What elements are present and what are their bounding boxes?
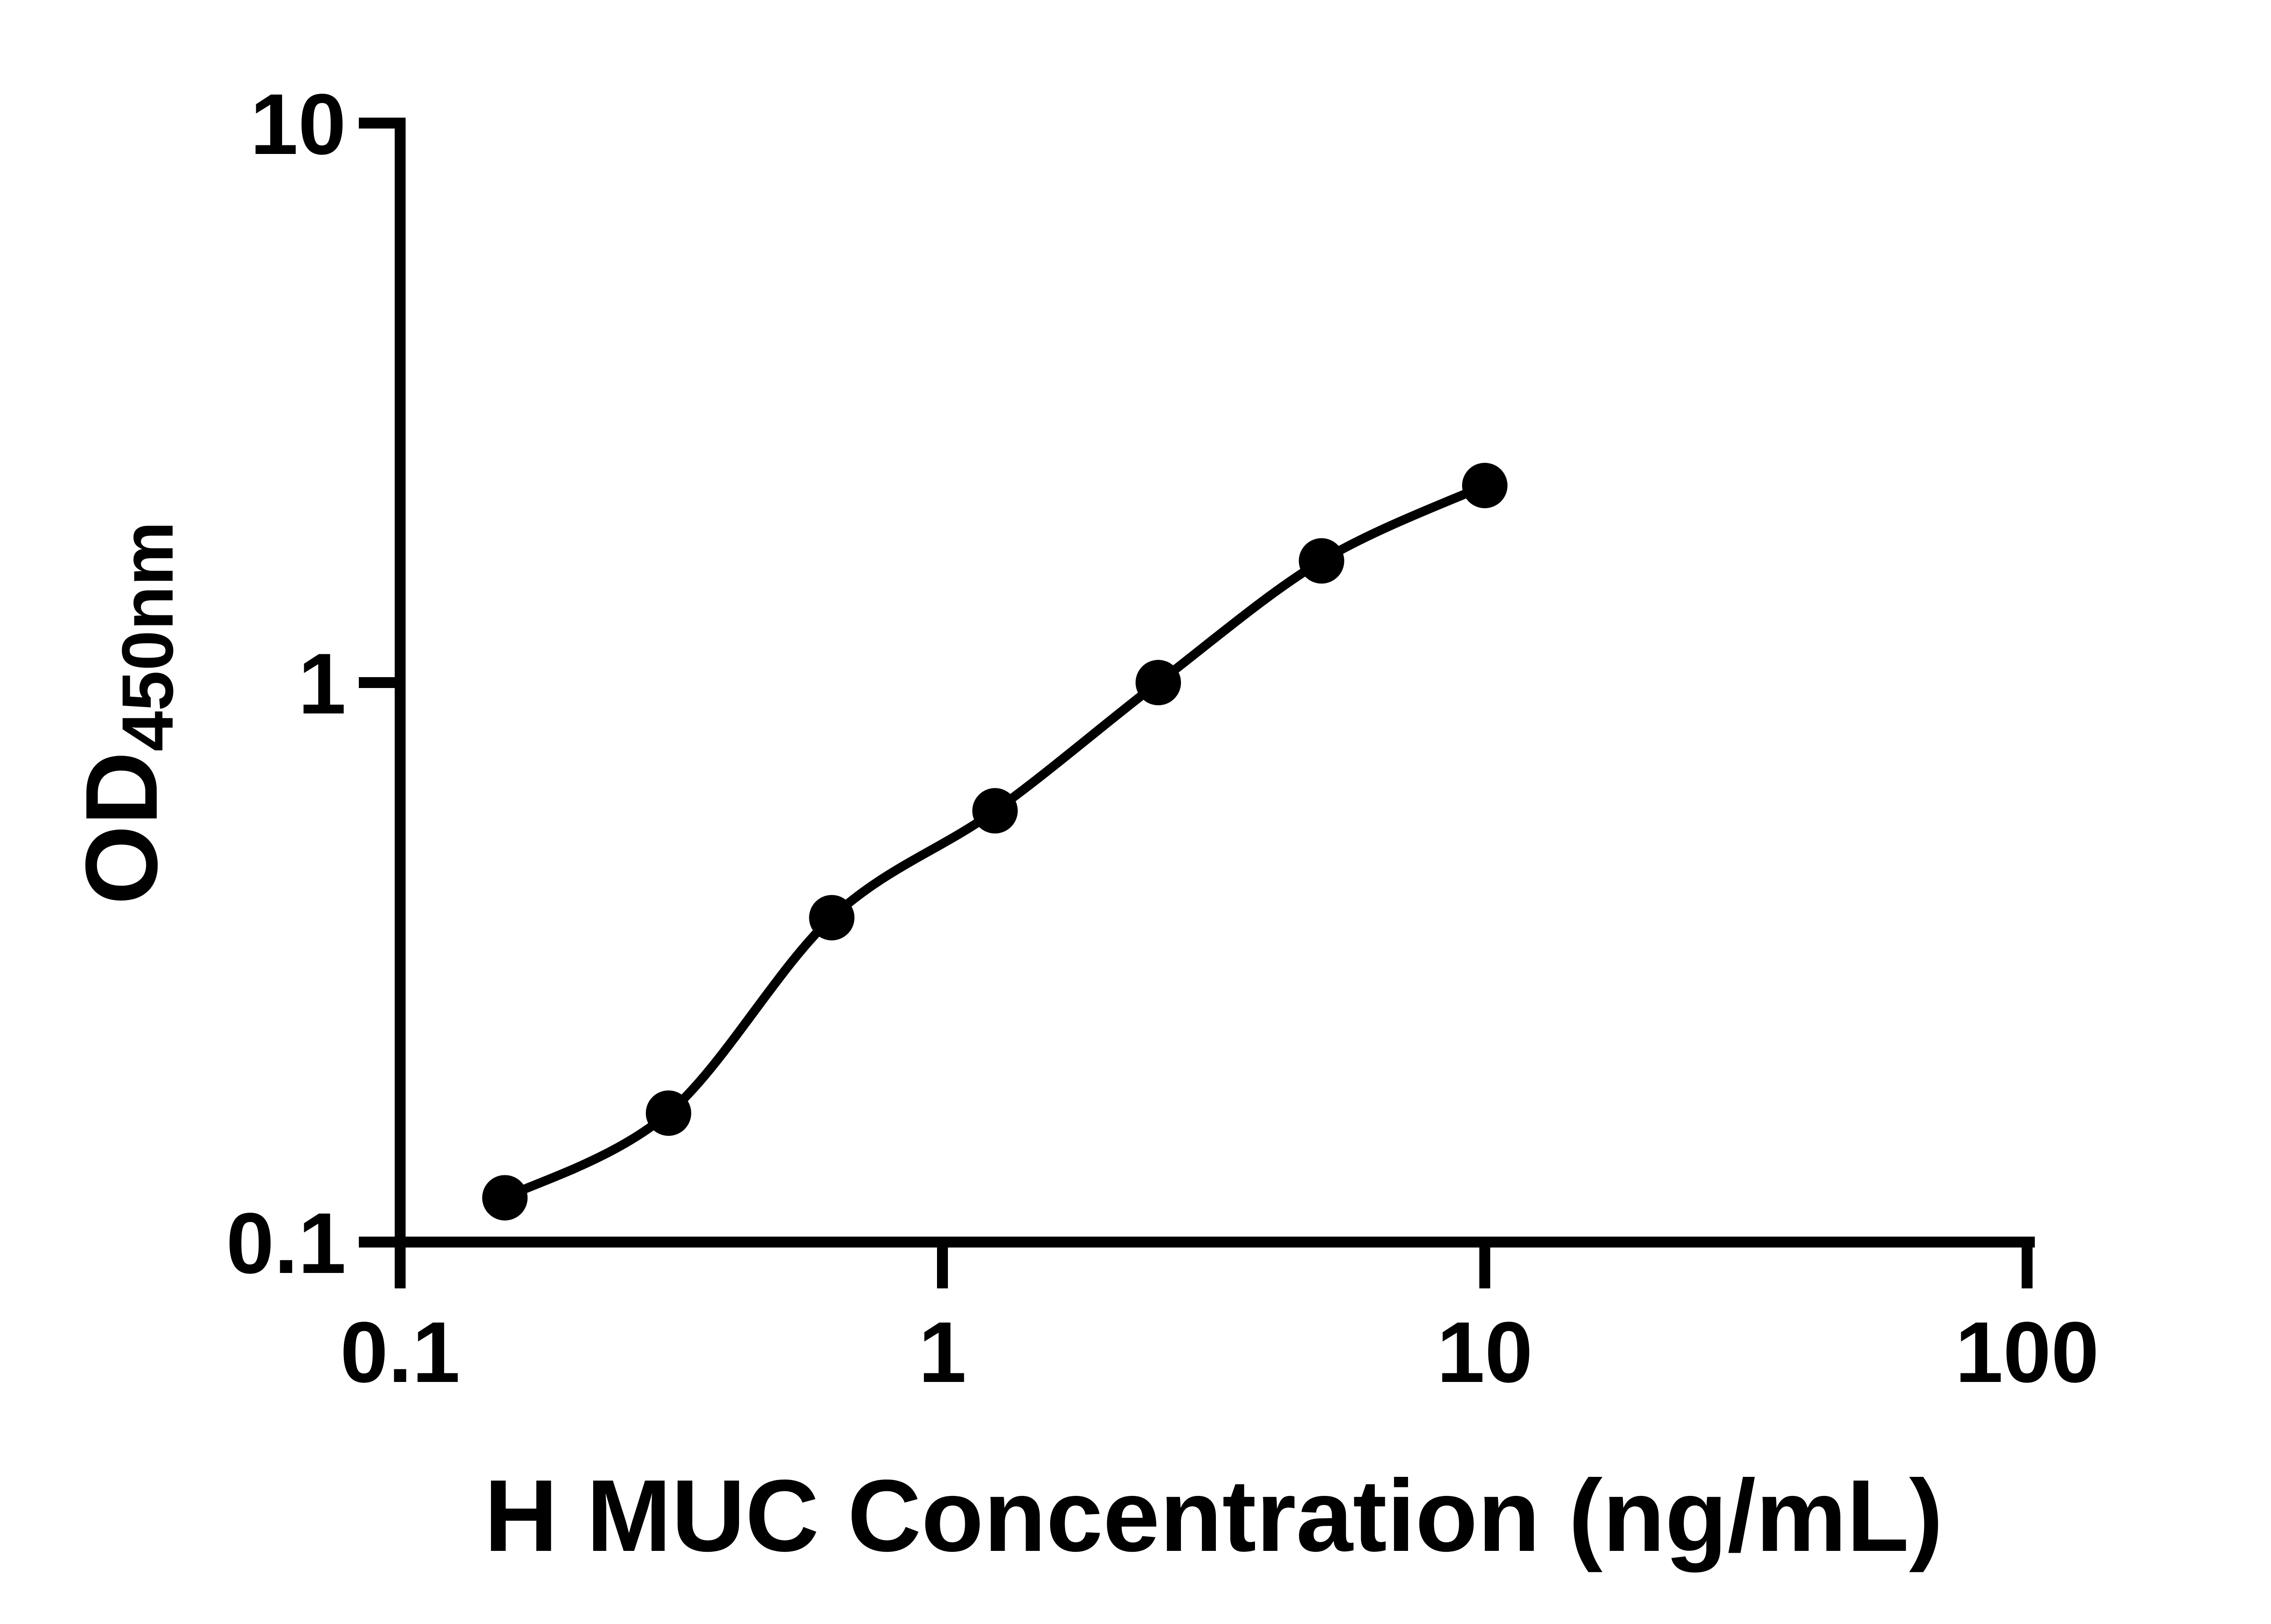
x-axis-tick-labels: 0.1 1 10 100 xyxy=(340,1304,2099,1401)
x-tick-label-10: 10 xyxy=(1437,1304,1532,1401)
x-tick-label-0.1: 0.1 xyxy=(340,1304,460,1401)
fitted-curve xyxy=(502,481,1487,1202)
data-point-1 xyxy=(645,1090,691,1136)
x-axis-title: H MUC Concentration (ng/mL) xyxy=(484,1458,1943,1573)
data-point-3 xyxy=(972,788,1018,834)
y-axis-title: OD450nm xyxy=(64,521,188,905)
y-axis-ticks xyxy=(359,118,400,1248)
y-tick-label-1: 1 xyxy=(298,636,346,732)
y-tick-label-0.1: 0.1 xyxy=(226,1195,346,1292)
data-point-0 xyxy=(482,1175,528,1221)
data-points xyxy=(482,463,1507,1221)
data-point-5 xyxy=(1299,538,1344,584)
y-tick-label-10: 10 xyxy=(250,76,346,173)
data-point-4 xyxy=(1136,660,1181,705)
y-axis-title-base: OD xyxy=(64,752,179,905)
y-axis-title-subscript: 450nm xyxy=(107,521,188,752)
y-axis-tick-labels: 0.1 1 10 xyxy=(226,76,346,1292)
data-point-2 xyxy=(809,895,855,941)
x-tick-label-100: 100 xyxy=(1955,1304,2099,1401)
x-axis-ticks xyxy=(395,1242,2033,1288)
x-tick-label-1: 1 xyxy=(918,1304,967,1401)
data-point-6 xyxy=(1462,463,1507,509)
